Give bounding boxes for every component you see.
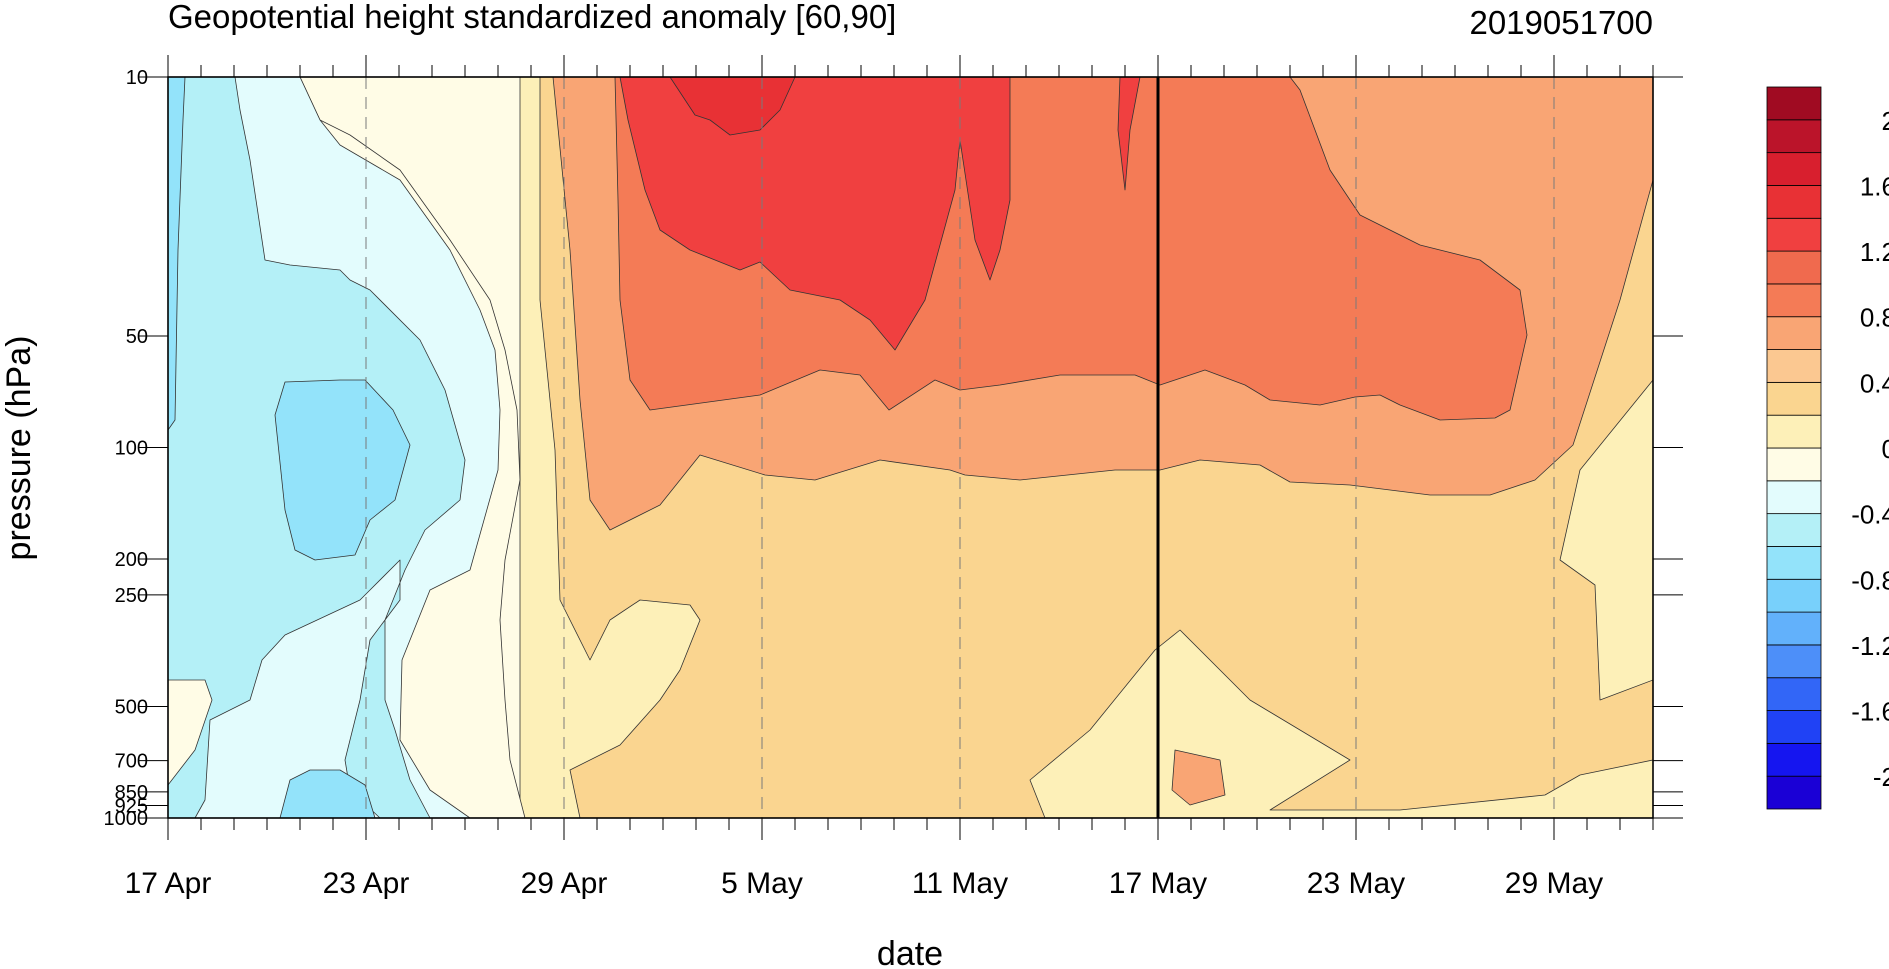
colorbar-label: -2 [1873, 762, 1889, 792]
colorbar-box [1766, 381, 1822, 416]
colorbar-box [1766, 513, 1822, 547]
y-tick-label: 250 [115, 585, 148, 607]
colorbar-box [1766, 742, 1822, 777]
x-tick-label: 29 Apr [521, 867, 608, 900]
contour-fills [167, 76, 1654, 819]
colorbar-box [1766, 677, 1822, 711]
colorbar-box [1766, 480, 1822, 515]
x-tick-label: 17 May [1109, 867, 1207, 900]
x-axis: 17 Apr 23 Apr 29 Apr 5 May 11 May 17 May 23 Ma… [125, 55, 1654, 900]
y-tick-label: 850 [115, 782, 148, 804]
y-tick-label: 500 [115, 696, 148, 718]
chart-date-stamp: 2019051700 [1469, 4, 1653, 41]
colorbar-box [1766, 86, 1822, 121]
y-tick-label: 200 [115, 549, 148, 571]
colorbar-label: 2 [1882, 106, 1889, 136]
colorbar-box [1766, 217, 1822, 252]
colorbar-box [1766, 119, 1822, 154]
plot-area: 17 Apr 23 Apr 29 Apr 5 May 11 May 17 May 23 Ma… [104, 55, 1683, 900]
x-axis-title: date [877, 935, 943, 969]
colorbar-label: 0.8 [1860, 303, 1889, 333]
colorbar-box [1766, 185, 1822, 219]
colorbar-label: 1.6 [1860, 171, 1889, 201]
colorbar-box [1766, 775, 1822, 810]
x-tick-label: 17 Apr [125, 867, 212, 900]
x-tick-label: 23 Apr [323, 867, 410, 900]
orange-light-patch-low [1171, 749, 1226, 806]
colorbar-box [1766, 578, 1822, 613]
colorbar-label: 0.4 [1860, 368, 1889, 398]
x-tick-label: 5 May [721, 867, 803, 900]
colorbar-label: 0 [1882, 434, 1889, 464]
x-tick-label: 11 May [912, 867, 1008, 900]
x-tick-label: 29 May [1505, 867, 1603, 900]
colorbar-box [1766, 283, 1822, 318]
colorbar-box [1766, 447, 1822, 482]
colorbar-box [1766, 546, 1822, 580]
red-region [619, 76, 1011, 351]
colorbar-box [1766, 710, 1822, 744]
colorbar: 2 1.6 1.2 0.8 0.4 0 -0.4 -0.8 -1.2 -1.6 -2 [1766, 86, 1889, 810]
red-dark-region [669, 76, 796, 136]
colorbar-label: -0.8 [1851, 565, 1889, 595]
colorbar-box [1766, 414, 1822, 449]
blue-light-region-mid [274, 379, 411, 561]
y-tick-label: 50 [126, 326, 148, 348]
x-tick-label: 23 May [1307, 867, 1405, 900]
chart-title: Geopotential height standardized anomaly… [168, 0, 896, 35]
y-tick-label: 700 [115, 751, 148, 773]
y-tick-label: 100 [115, 438, 148, 460]
colorbar-box [1766, 250, 1822, 285]
colorbar-box [1766, 611, 1822, 646]
y-tick-label: 10 [126, 67, 148, 89]
colorbar-box [1766, 349, 1822, 383]
colorbar-box [1766, 644, 1822, 679]
colorbar-box [1766, 316, 1822, 350]
colorbar-label: -0.4 [1851, 500, 1889, 530]
colorbar-label: -1.6 [1851, 697, 1889, 727]
y-axis-title: pressure (hPa) [0, 336, 38, 561]
colorbar-box [1766, 152, 1822, 186]
colorbar-label: -1.2 [1851, 631, 1889, 661]
y-tick-label: 925 [115, 795, 148, 817]
y-tick-label: 1000 [104, 808, 149, 830]
colorbar-label: 1.2 [1860, 237, 1889, 267]
